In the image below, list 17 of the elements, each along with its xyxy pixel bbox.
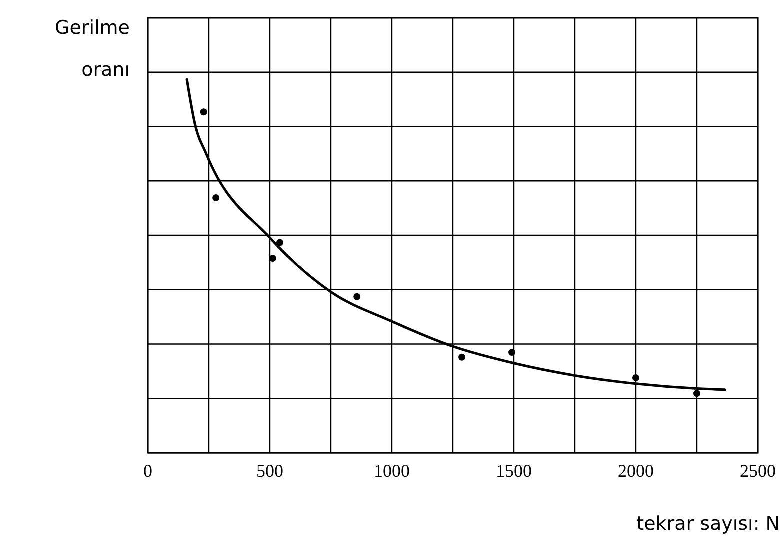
x-tick-label: 500 <box>256 461 284 481</box>
x-tick-label: 1000 <box>374 461 410 481</box>
y-axis-title: Gerilme oranı <box>55 17 130 81</box>
point <box>354 293 361 300</box>
point <box>508 349 516 356</box>
x-tick-label: 2000 <box>618 461 654 481</box>
point <box>269 254 276 262</box>
x-tick-label: 0 <box>144 461 152 481</box>
point <box>632 374 640 382</box>
point <box>276 239 284 246</box>
x-axis-title: tekrar sayısı: N <box>636 513 780 535</box>
x-tick-label: 2500 <box>740 461 776 481</box>
point <box>458 354 466 361</box>
x-tick-label: 1500 <box>496 461 532 481</box>
point <box>212 194 220 202</box>
point <box>200 108 208 116</box>
point <box>694 390 700 398</box>
